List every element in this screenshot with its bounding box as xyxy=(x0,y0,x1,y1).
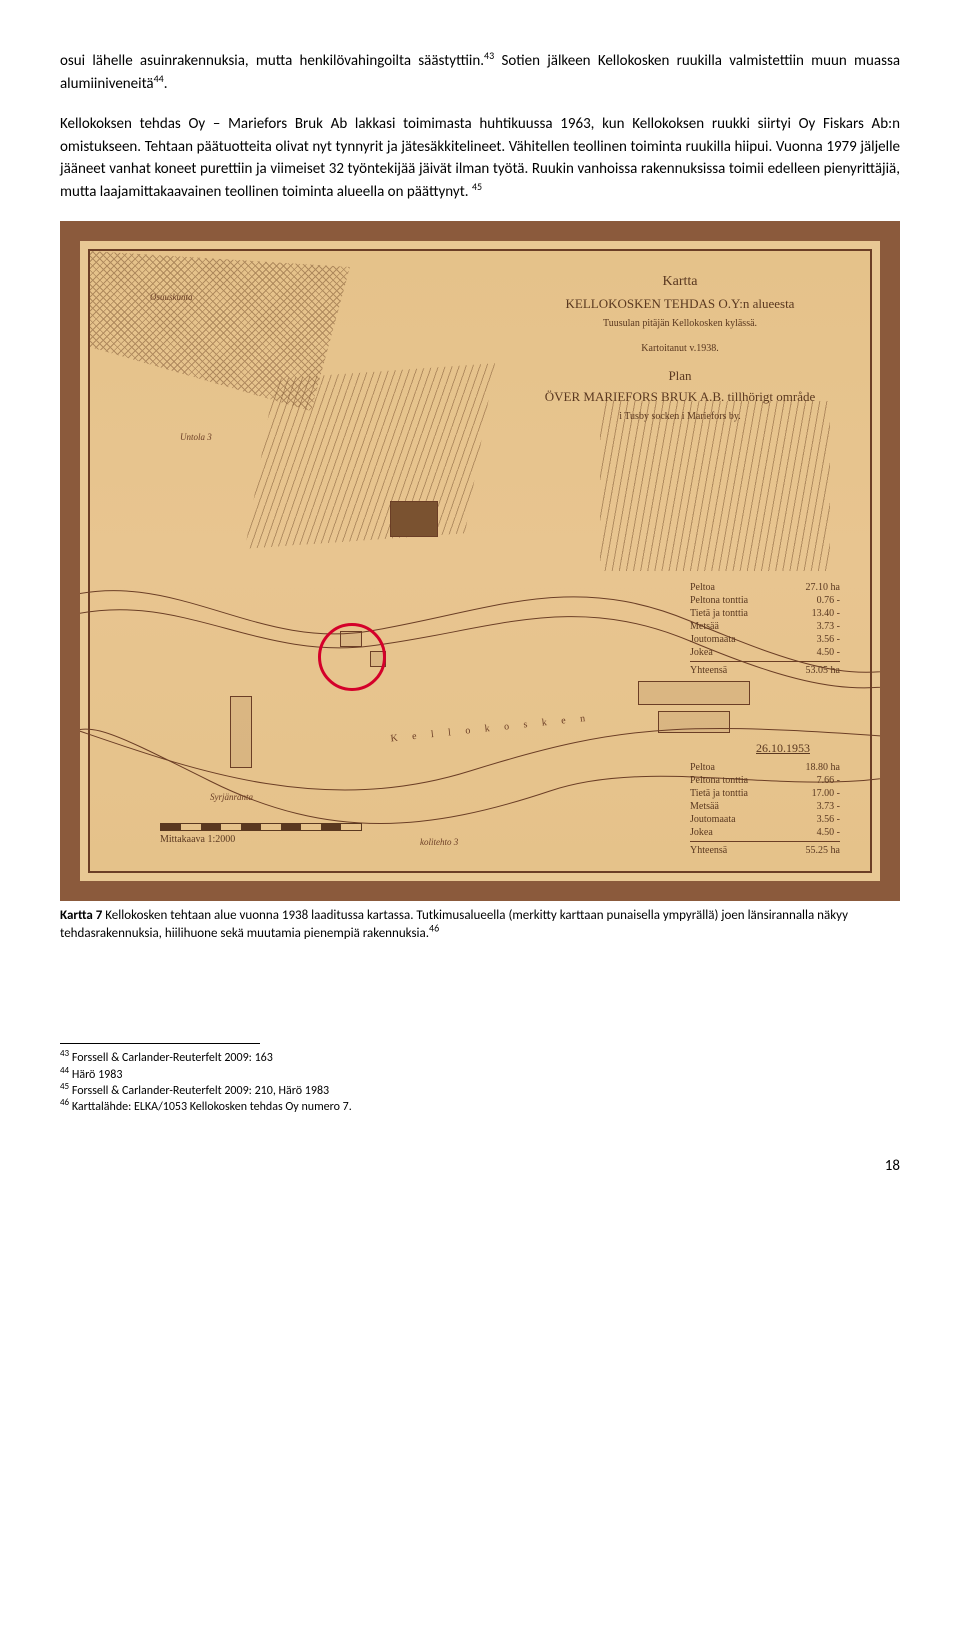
footnote-44: 44 Härö 1983 xyxy=(60,1067,900,1083)
legend-row: Peltoa18.80 ha xyxy=(690,761,840,774)
map-river-label: K e l l o k o s k e n xyxy=(390,711,592,747)
map-scale-label: Mittakaava 1:2000 xyxy=(160,832,235,847)
legend-row: Peltona tonttia7.66 - xyxy=(690,774,840,787)
map-hatched-area-center xyxy=(245,363,495,548)
map-date: 26.10.1953 xyxy=(756,739,810,757)
figure-caption: Kartta 7 Kellokosken tehtaan alue vuonna… xyxy=(60,907,900,943)
legend-row: Metsää3.73 - xyxy=(690,800,840,813)
footnote-ref-46: 46 xyxy=(429,922,439,935)
legend-total: Yhteensä53.05 ha xyxy=(690,661,840,677)
map-hatched-area-ne xyxy=(600,401,830,571)
map-scale-bar xyxy=(160,823,362,831)
footnote-ref-44: 44 xyxy=(154,72,164,85)
legend-row: Peltona tonttia0.76 - xyxy=(690,594,840,607)
legend-row: Peltoa27.10 ha xyxy=(690,581,840,594)
legend-row: Tietä ja tonttia17.00 - xyxy=(690,787,840,800)
footnote-46: 46 Karttalähde: ELKA/1053 Kellokosken te… xyxy=(60,1099,900,1115)
map-building xyxy=(638,681,750,705)
map-building xyxy=(390,501,438,537)
map-building xyxy=(230,696,252,768)
legend-row: Tietä ja tonttia13.40 - xyxy=(690,607,840,620)
map-study-area-marker xyxy=(318,623,386,691)
footnote-ref-43: 43 xyxy=(484,49,494,62)
legend-row: Jokea4.50 - xyxy=(690,826,840,839)
footnotes: 43 Forssell & Carlander-Reuterfelt 2009:… xyxy=(60,1050,900,1115)
legend-row: Metsää3.73 - xyxy=(690,620,840,633)
body-paragraph-2: Kellokoksen tehdas Oy – Mariefors Bruk A… xyxy=(60,113,900,203)
map-title-location: Tuusulan pitäjän Kellokosken kylässä. xyxy=(520,316,840,331)
map-inner: Kartta KELLOKOSKEN TEHDAS O.Y:n alueesta… xyxy=(88,249,872,873)
footnote-ref-45: 45 xyxy=(472,180,482,193)
caption-text: Kellokosken tehtaan alue vuonna 1938 laa… xyxy=(60,908,848,941)
body-paragraph-1: osui lähelle asuinrakennuksia, mutta hen… xyxy=(60,50,900,95)
map-title-swedish-loc: i Tusby socken i Mariefors by. xyxy=(520,409,840,424)
map-figure: Kartta KELLOKOSKEN TEHDAS O.Y:n alueesta… xyxy=(60,221,900,901)
map-title-block: Kartta KELLOKOSKEN TEHDAS O.Y:n alueesta… xyxy=(520,271,840,424)
legend-row: Joutomaata3.56 - xyxy=(690,633,840,646)
legend-total: Yhteensä55.25 ha xyxy=(690,841,840,857)
legend-row: Joutomaata3.56 - xyxy=(690,813,840,826)
footnote-45: 45 Forssell & Carlander-Reuterfelt 2009:… xyxy=(60,1083,900,1099)
text: . xyxy=(164,75,168,93)
map-title-kartta: Kartta xyxy=(520,271,840,292)
footnotes-separator xyxy=(60,1043,260,1044)
map-small-label: Syrjänranta xyxy=(210,791,253,805)
legend-row: Jokea4.50 - xyxy=(690,646,840,659)
map-small-label: kolitehto 3 xyxy=(420,836,458,850)
map-title-swedish: ÖVER MARIEFORS BRUK A.B. tillhörigt områ… xyxy=(520,387,840,407)
map-legend-top: Peltoa27.10 ha Peltona tonttia0.76 - Tie… xyxy=(690,581,840,677)
text: osui lähelle asuinrakennuksia, mutta hen… xyxy=(60,52,484,70)
page-number: 18 xyxy=(60,1155,900,1178)
map-small-label: Untola 3 xyxy=(180,431,212,445)
map-building xyxy=(658,711,730,733)
map-title-plan: Plan xyxy=(520,366,840,386)
map-legend-bottom: Peltoa18.80 ha Peltona tonttia7.66 - Tie… xyxy=(690,761,840,857)
map-title-year: Kartoitanut v.1938. xyxy=(520,341,840,356)
map-title-company: KELLOKOSKEN TEHDAS O.Y:n alueesta xyxy=(520,294,840,314)
map-small-label: Osuuskunta xyxy=(150,291,193,305)
caption-label: Kartta 7 xyxy=(60,908,102,923)
footnote-43: 43 Forssell & Carlander-Reuterfelt 2009:… xyxy=(60,1050,900,1066)
